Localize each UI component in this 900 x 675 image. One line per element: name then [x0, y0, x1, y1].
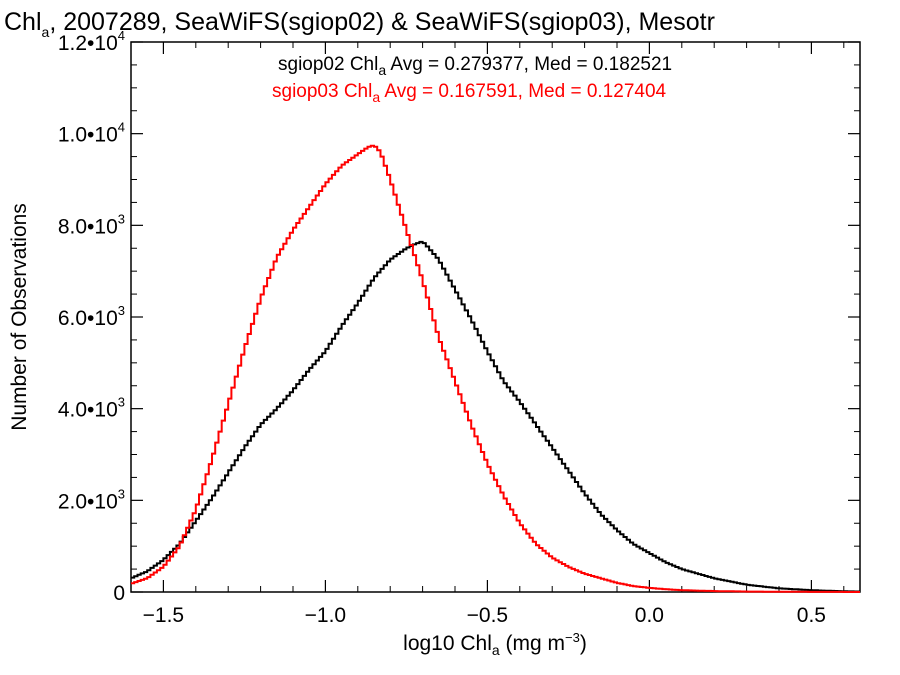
- y-axis-label: Number of Observations: [8, 203, 31, 431]
- x-tick-label: −1.0: [305, 604, 346, 627]
- chart-title: Chla, 2007289, SeaWiFS(sgiop02) & SeaWiF…: [4, 8, 715, 40]
- y-tick-label: 0: [113, 582, 125, 605]
- x-tick-label: −1.5: [143, 604, 184, 627]
- y-tick-label: 1.2•104: [58, 28, 125, 55]
- x-tick-labels: −1.5 −1.0 −0.5 0.0 0.5: [143, 604, 826, 627]
- series-line-sgiop03: [131, 144, 860, 593]
- x-tick-label: 0.0: [635, 604, 664, 627]
- series-group: [131, 144, 860, 593]
- x-tick-label: −0.5: [467, 604, 508, 627]
- y-tick-label: 1.0•104: [58, 120, 125, 147]
- axis-ticks: [130, 41, 860, 593]
- series-line-sgiop02: [131, 240, 860, 593]
- x-axis-label: log10 Chla (mg m−3): [403, 630, 587, 658]
- y-tick-label: 2.0•103: [58, 486, 125, 513]
- y-tick-label: 6.0•103: [58, 303, 125, 330]
- x-tick-label: 0.5: [797, 604, 826, 627]
- y-tick-labels: 0 2.0•103 4.0•103 6.0•103 8.0•103 1.0•104 1.2•…: [58, 28, 125, 605]
- y-tick-label: 4.0•103: [58, 395, 125, 422]
- legend-sgiop02: sgiop02 Chla Avg = 0.279377, Med = 0.182…: [278, 54, 672, 78]
- plot-frame: [130, 41, 861, 593]
- legend-sgiop03: sgiop03 Chla Avg = 0.167591, Med = 0.127…: [272, 81, 667, 105]
- y-tick-label: 8.0•103: [58, 211, 125, 238]
